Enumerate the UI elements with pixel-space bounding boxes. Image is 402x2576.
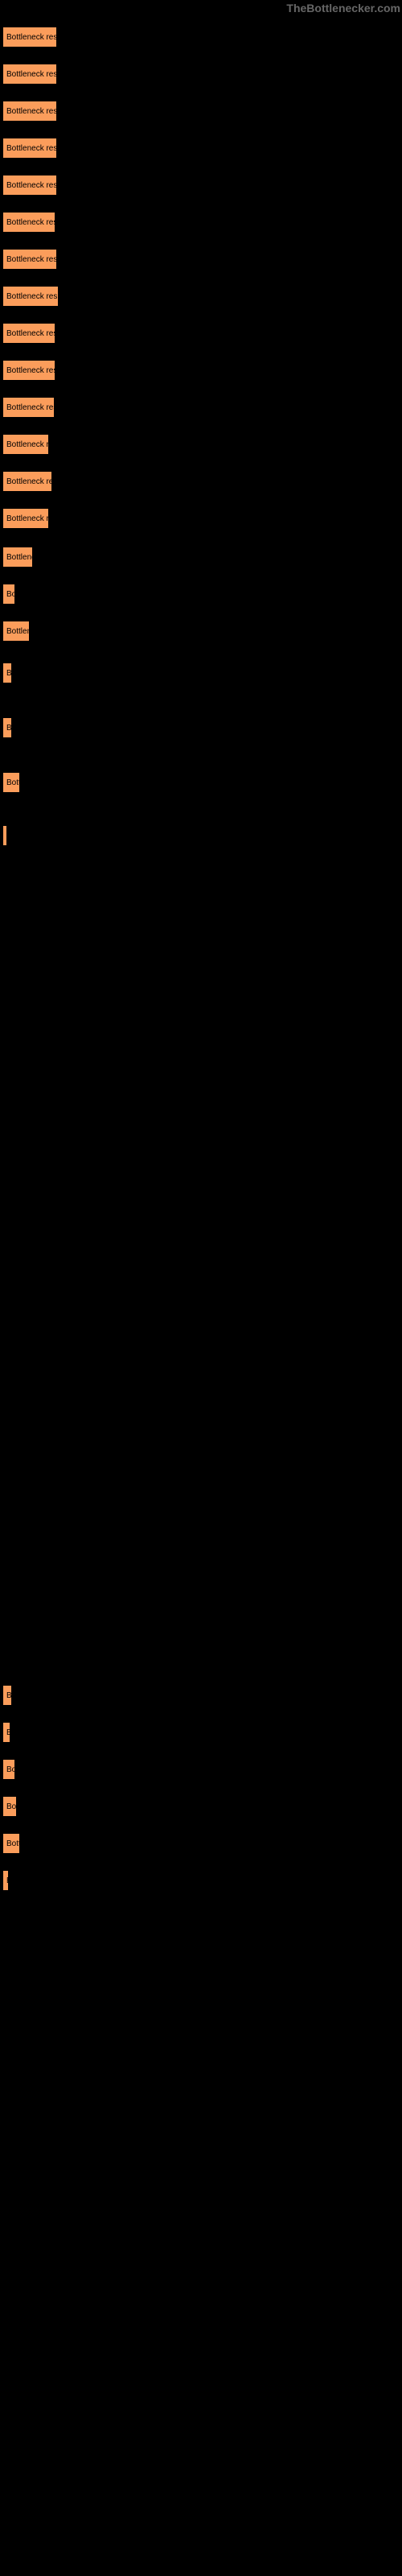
bar-item[interactable]: Bottleneck result: [2, 174, 58, 196]
bar-item[interactable]: Bottleneck: [2, 1795, 18, 1818]
bar-item[interactable]: Bottleneck result: [2, 248, 58, 270]
bar-item[interactable]: Bottleneck result: [2, 322, 56, 345]
bar-item[interactable]: Bottleneck result: [2, 211, 56, 233]
bar-item[interactable]: Bottleneck result: [2, 433, 50, 456]
bar-item[interactable]: Bottleneck: [2, 546, 34, 568]
bar-item[interactable]: Bottleneck: [2, 1684, 13, 1707]
bar-item[interactable]: Bottleneck result: [2, 470, 53, 493]
bar-item[interactable]: Bottleneck result: [2, 63, 58, 85]
bar-item[interactable]: Bottleneck: [2, 620, 31, 642]
bar-item[interactable]: Bottleneck result: [2, 285, 59, 308]
bar-item[interactable]: Bottleneck: [2, 662, 13, 684]
bar-item[interactable]: Bottleneck result: [2, 396, 55, 419]
bar-item[interactable]: Bottleneck: [2, 1832, 21, 1855]
bar-item[interactable]: Bottleneck: [2, 716, 13, 739]
bar-item[interactable]: Bottleneck result: [2, 100, 58, 122]
bars-container: Bottleneck result Bottleneck result Bottle…: [2, 26, 59, 1906]
bar-item[interactable]: Bottleneck: [2, 583, 16, 605]
bar-item[interactable]: Bottleneck: [2, 824, 8, 847]
bar-item[interactable]: Bottleneck: [2, 1869, 10, 1892]
bar-item[interactable]: Bottleneck: [2, 1758, 16, 1781]
bar-item[interactable]: Bottleneck result: [2, 137, 58, 159]
bar-item[interactable]: Bottleneck: [2, 771, 21, 794]
watermark-text: TheBottlenecker.com: [286, 2, 400, 14]
bar-item[interactable]: Bottleneck result: [2, 507, 50, 530]
bar-item[interactable]: Bottleneck: [2, 1721, 11, 1744]
bar-item[interactable]: Bottleneck result: [2, 26, 58, 48]
bar-item[interactable]: Bottleneck result: [2, 359, 56, 382]
